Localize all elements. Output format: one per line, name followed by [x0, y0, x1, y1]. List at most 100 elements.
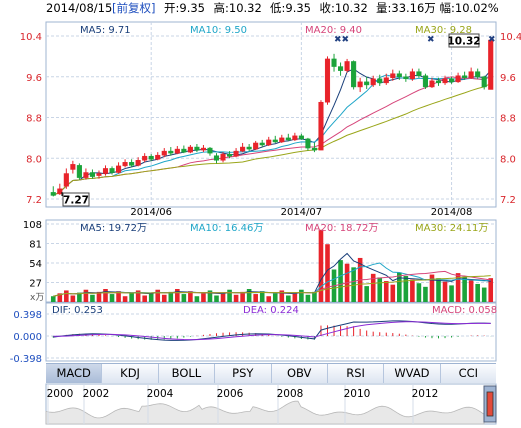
candle [194, 146, 200, 151]
volume-bar [194, 296, 200, 302]
volume-grid [46, 223, 496, 283]
volume-bar [410, 279, 415, 302]
dea-line [53, 321, 491, 341]
volume-bar [455, 273, 461, 302]
volume-bar [488, 278, 494, 302]
event-markers: ✖✖ ✖ ✖ [334, 35, 496, 45]
volume-axis: 108 81 54 27 [23, 220, 42, 290]
volume-bar [109, 294, 115, 302]
volume-bar [292, 292, 298, 302]
candle [364, 81, 370, 86]
high-price-label: 10.32 [447, 36, 480, 48]
candle [200, 147, 206, 151]
candle [357, 81, 363, 88]
candle [102, 168, 109, 174]
candle [246, 146, 252, 150]
macd-panel[interactable] [45, 302, 497, 362]
volume-unit: x万 [30, 293, 44, 303]
price-tick-right: 8.8 [500, 114, 516, 125]
volume-bar [142, 295, 147, 302]
timeline-year: 2010 [344, 388, 371, 400]
timeline-year: 2000 [47, 388, 74, 400]
candle [207, 147, 213, 154]
macd-lines [53, 320, 491, 341]
candle [129, 162, 135, 166]
tab-cci[interactable]: CCI [440, 364, 496, 383]
candle [83, 172, 89, 178]
volume-bar [214, 295, 219, 302]
tab-psy[interactable]: PSY [215, 364, 272, 383]
volume-bar [253, 294, 258, 302]
volume-bar [449, 285, 454, 302]
candle [187, 146, 193, 153]
volume-bar [468, 280, 474, 302]
volume-bar [462, 276, 467, 302]
volume-bar [122, 296, 128, 302]
range-handle-grip-icon[interactable] [486, 391, 494, 417]
volume-bar [207, 290, 213, 302]
date-tick: 2014/06 [130, 207, 172, 218]
candle [292, 135, 298, 141]
volume-bar [175, 289, 180, 302]
candle [279, 137, 285, 143]
event-marker-icon[interactable]: ✖✖ [334, 35, 349, 45]
candle [462, 75, 468, 79]
volume-bar [351, 267, 356, 302]
volume-bar [364, 286, 369, 302]
volume-bar [259, 291, 265, 302]
candle [318, 101, 324, 151]
volume-bar [403, 276, 409, 302]
tab-macd[interactable]: MACD [46, 364, 103, 383]
candle [253, 142, 259, 150]
price-tick-left: 9.6 [26, 73, 42, 84]
timeline-year: 2008 [277, 388, 304, 400]
candle [351, 61, 357, 88]
ma-legend-item: MA10: 9.50 [190, 25, 247, 36]
tab-boll[interactable]: BOLL [158, 364, 216, 383]
candle [76, 165, 82, 178]
candle [148, 155, 154, 160]
candle [455, 75, 461, 83]
timeline-year: 2002 [83, 388, 110, 400]
price-panel[interactable] [45, 21, 497, 208]
volume-bar [129, 293, 134, 302]
volume-bar [325, 244, 330, 302]
tab-kdj[interactable]: KDJ [102, 364, 159, 383]
volume-bar [161, 294, 167, 302]
event-marker-icon[interactable]: ✖ [488, 35, 496, 45]
candle [324, 58, 331, 103]
macd-tick: 0.000 [13, 332, 42, 343]
candle [116, 165, 122, 173]
candle [481, 76, 487, 88]
price-grid [46, 22, 496, 207]
candle [122, 162, 128, 167]
macd-tick: -0.398 [10, 354, 42, 365]
candle [70, 164, 76, 170]
price-tick-left: 7.2 [26, 195, 42, 206]
candle [396, 73, 402, 77]
tab-rsi[interactable]: RSI [327, 364, 385, 383]
price-tick-left: 8.0 [26, 154, 42, 165]
volume-tick: 54 [29, 259, 42, 270]
volume-bar [116, 291, 121, 302]
ma-legend-item: MA30: 9.28 [415, 25, 472, 36]
volume-bar [135, 290, 141, 302]
price-tick-left: 10.4 [20, 32, 42, 43]
volume-bar [148, 292, 154, 302]
volume-bar [168, 291, 174, 302]
candle [240, 146, 246, 152]
candle [272, 139, 278, 143]
candle [442, 78, 448, 84]
macd-grid [46, 313, 496, 359]
volume-bar [57, 293, 63, 302]
timeline-year: 2004 [147, 388, 174, 400]
event-marker-icon[interactable]: ✖ [427, 35, 435, 45]
candle [266, 139, 272, 146]
candle [161, 150, 167, 156]
volume-bar [272, 293, 278, 302]
volume-bar [429, 274, 435, 302]
volume-bar [286, 295, 291, 302]
tab-obv[interactable]: OBV [271, 364, 328, 383]
volume-bar [188, 291, 193, 302]
tab-wvad[interactable]: WVAD [384, 364, 441, 383]
